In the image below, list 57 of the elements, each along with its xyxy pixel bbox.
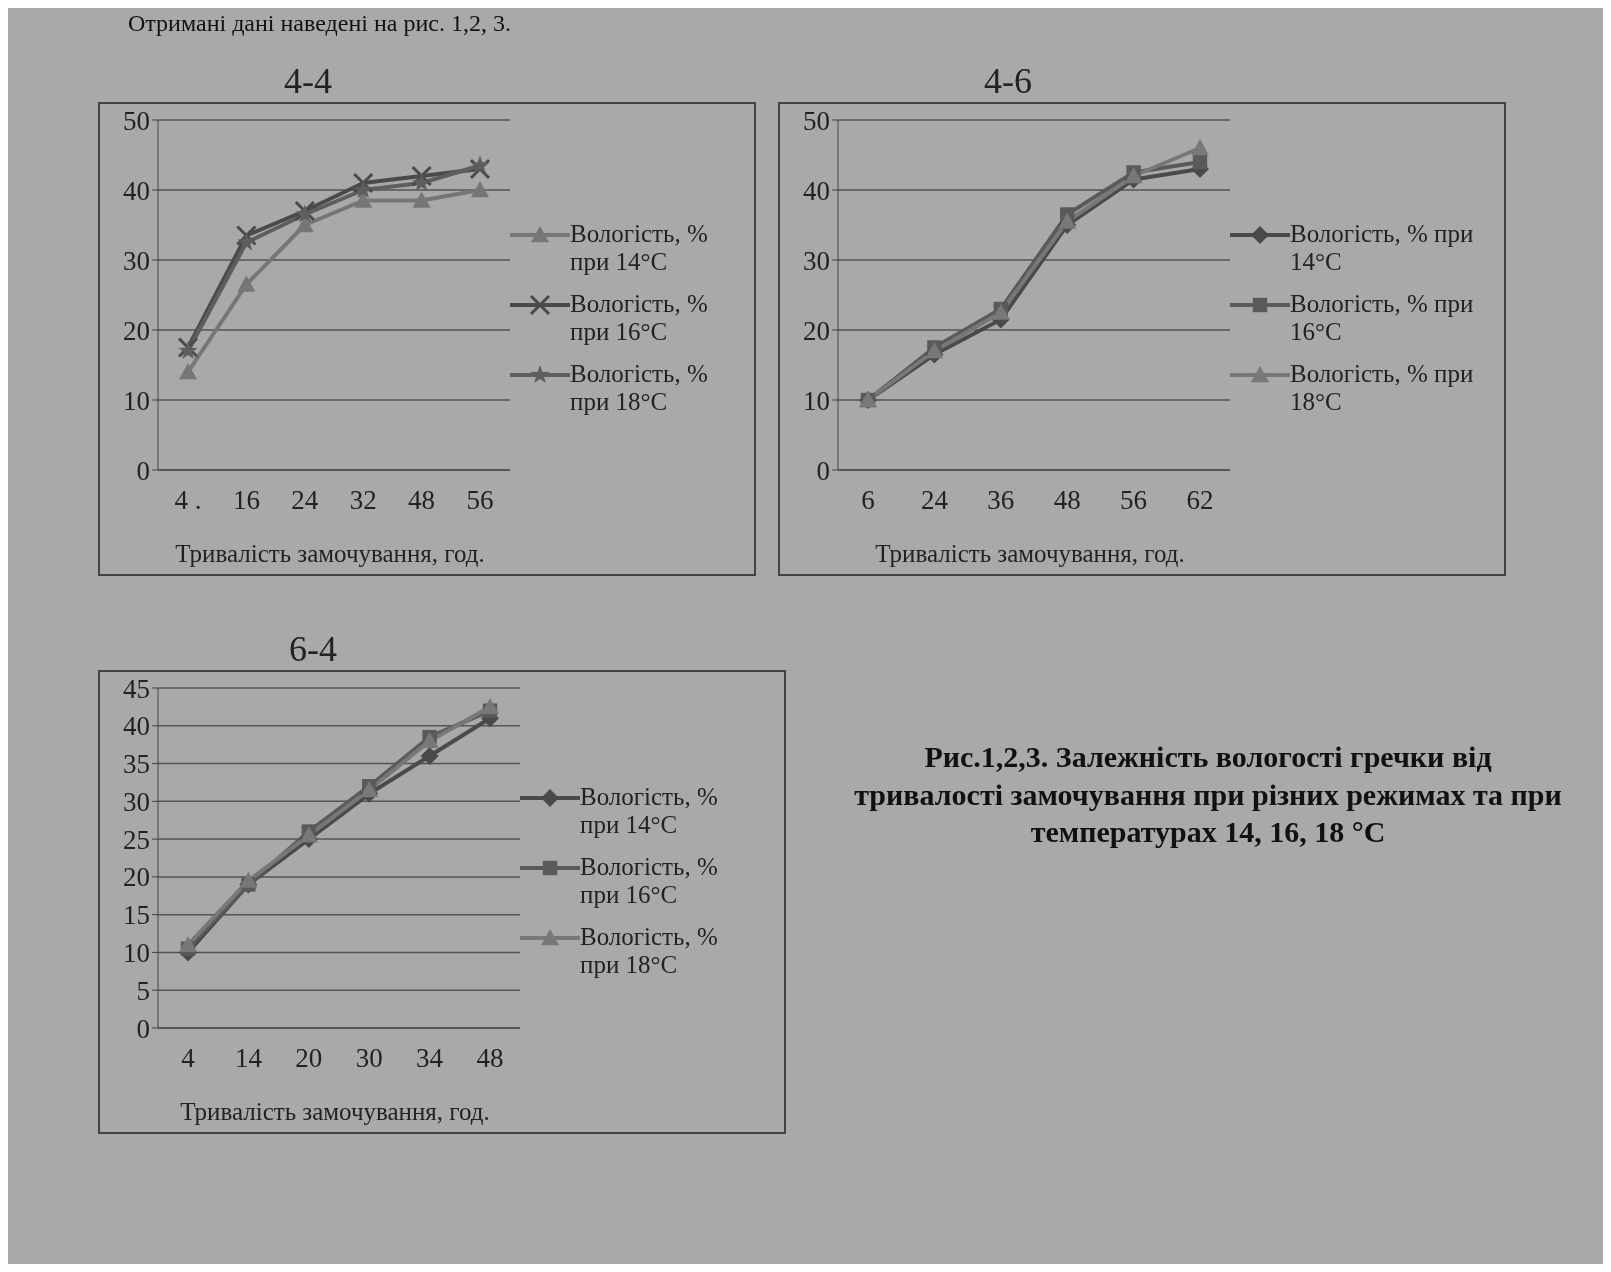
- chart-title: 4-4: [283, 60, 333, 102]
- legend-label: Вологість, % при 14°C: [1290, 220, 1475, 276]
- legend-label: Вологість, % при 14°C: [570, 220, 709, 276]
- y-tick-label: 15: [123, 900, 150, 931]
- x-tick-label: 62: [1186, 485, 1214, 516]
- legend-label: Вологість, % при 18°C: [580, 923, 719, 979]
- x-tick-label: 48: [1053, 485, 1081, 516]
- x-tick-label: 24: [920, 485, 949, 516]
- y-tick-label: 35: [123, 749, 150, 780]
- x-tick-label: 4 .: [174, 485, 202, 516]
- y-tick-label: 20: [803, 315, 830, 346]
- x-tick-label: 56: [1120, 485, 1148, 516]
- x-tick-label: 6: [861, 485, 875, 516]
- x-tick-label: 32: [349, 485, 377, 516]
- x-tick-label: 30: [355, 1043, 383, 1074]
- x-tick-label: 24: [291, 485, 319, 516]
- text: Отримані дані наведені на рис. 1,2, 3.: [128, 10, 511, 37]
- x-axis-title: Тривалість замочування, год.: [174, 540, 486, 568]
- x-tick-label: 14: [234, 1043, 263, 1074]
- x-tick-label: 4: [181, 1043, 196, 1074]
- x-tick-label: 36: [987, 485, 1015, 516]
- x-tick-label: 34: [416, 1043, 444, 1074]
- legend-label: Вологість, % при 16°C: [1290, 290, 1475, 346]
- x-tick-label: 48: [476, 1043, 504, 1074]
- x-axis-title: Тривалість замочування, год.: [874, 540, 1186, 568]
- y-tick-label: 40: [803, 175, 830, 206]
- y-tick-label: 10: [123, 385, 150, 416]
- y-tick-label: 20: [123, 315, 150, 346]
- legend-label: Вологість, % при 18°C: [1290, 360, 1475, 416]
- y-tick-label: 10: [123, 938, 150, 969]
- legend-label: Вологість, % при 14°C: [580, 783, 719, 839]
- x-tick-label: 20: [295, 1043, 323, 1074]
- y-tick-label: 40: [123, 711, 150, 742]
- legend-label: Вологість, % при 16°C: [570, 290, 709, 346]
- chart-title: 4-6: [983, 60, 1033, 102]
- y-tick-label: 20: [123, 862, 150, 893]
- y-tick-label: 25: [123, 824, 150, 855]
- y-tick-label: 0: [816, 455, 830, 486]
- y-tick-label: 50: [803, 105, 830, 136]
- y-tick-label: 5: [136, 975, 150, 1006]
- y-tick-label: 30: [803, 245, 830, 276]
- chart-title: 6-4: [288, 628, 338, 670]
- x-tick-label: 16: [232, 485, 260, 516]
- y-tick-label: 30: [123, 245, 150, 276]
- y-tick-label: 0: [136, 1013, 150, 1044]
- y-tick-label: 30: [123, 786, 150, 817]
- y-tick-label: 40: [123, 175, 150, 206]
- legend-label: Вологість, % при 18°C: [570, 360, 709, 416]
- x-tick-label: 56: [466, 485, 494, 516]
- y-tick-label: 0: [136, 455, 150, 486]
- y-tick-label: 10: [803, 385, 830, 416]
- y-tick-label: 45: [123, 673, 150, 704]
- x-axis-title: Тривалість замочування, год.: [179, 1098, 491, 1126]
- legend-label: Вологість, % при 16°C: [580, 853, 719, 909]
- y-tick-label: 50: [123, 105, 150, 136]
- x-tick-label: 48: [408, 485, 436, 516]
- text: Рис.1,2,3. Залежність вологості гречки від тривалості замочування при різних режимах та при температурах 14, 16, 18 °C: [853, 739, 1563, 850]
